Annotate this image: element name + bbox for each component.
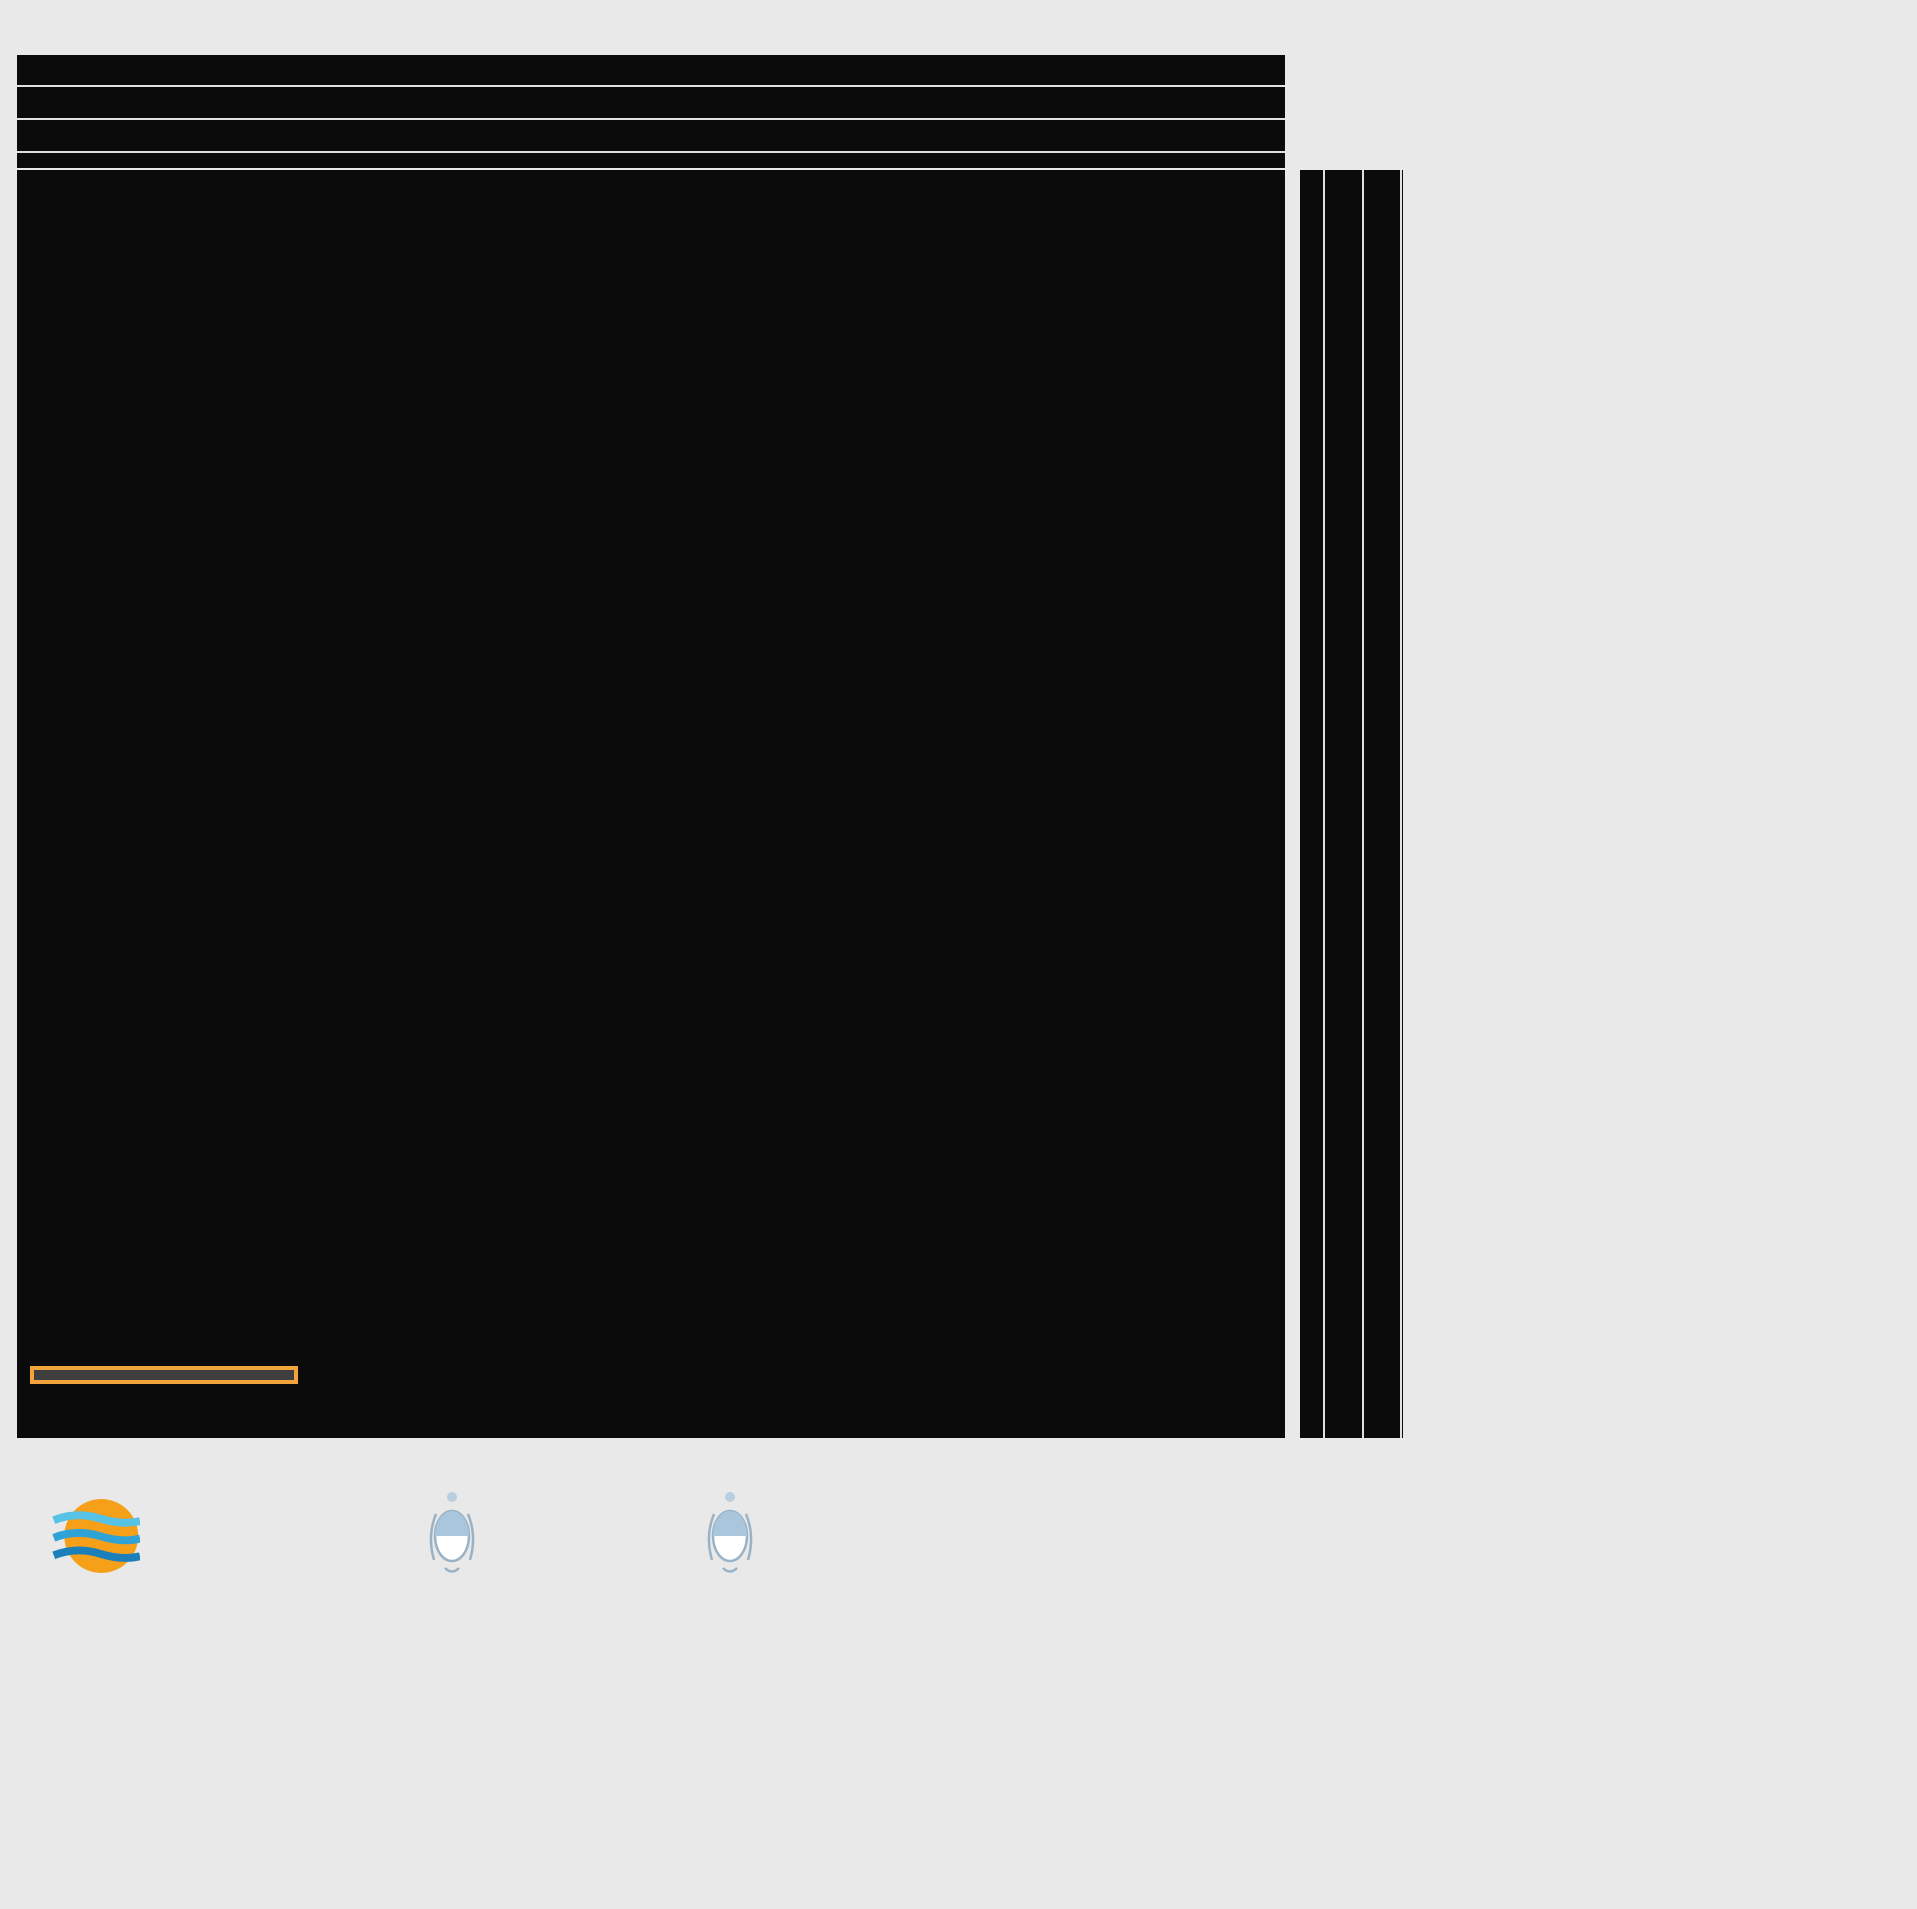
colorbar <box>1406 170 1440 1438</box>
top-profile-canvas <box>17 55 1285 168</box>
main-radar-panel <box>17 170 1285 1438</box>
city-layer <box>17 170 1285 1438</box>
notice-box[interactable] <box>30 1366 298 1384</box>
height-line-15km-vertical <box>1400 170 1402 1438</box>
smn-logo-icon <box>52 1499 140 1573</box>
coat-of-arms-icon <box>429 1492 475 1573</box>
height-line-10km-vertical <box>1362 170 1364 1438</box>
height-line-5km <box>17 151 1285 153</box>
right-profile-panel <box>1300 170 1403 1438</box>
top-profile-panel <box>17 55 1285 168</box>
radar-reflectivity-canvas <box>17 170 1285 1438</box>
right-profile-canvas <box>1300 170 1403 1438</box>
height-line-10km <box>17 118 1285 120</box>
height-line-5km-vertical <box>1323 170 1325 1438</box>
footer <box>0 1478 1917 1658</box>
height-line-15km <box>17 85 1285 87</box>
coat-of-arms-icon <box>707 1492 753 1573</box>
colorbar-ticks <box>1406 170 1526 1438</box>
